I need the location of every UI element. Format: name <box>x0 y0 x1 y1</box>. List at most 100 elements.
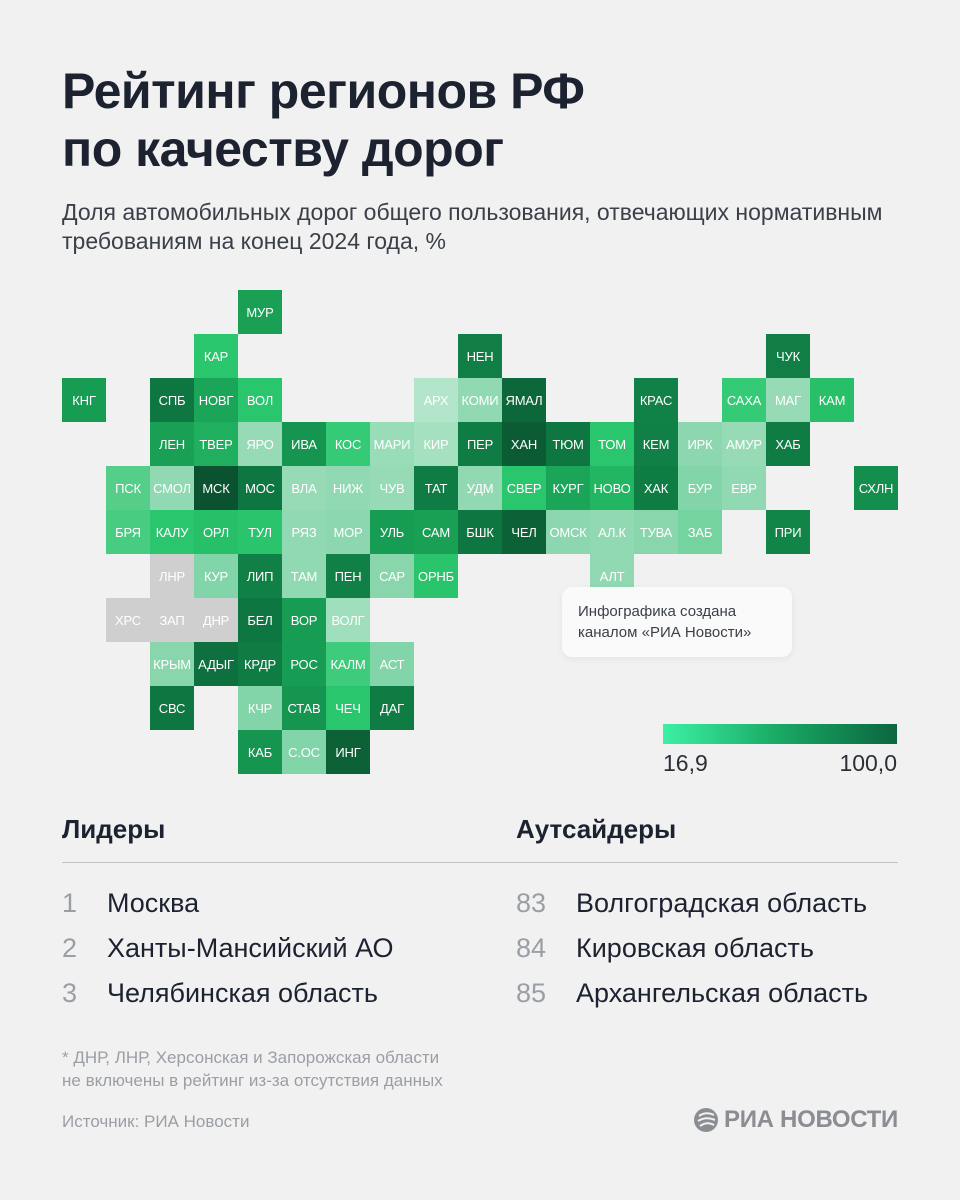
leaders-region-name: Москва <box>107 888 200 918</box>
logo-text: РИА НОВОСТИ <box>723 1106 898 1133</box>
footnote-line-1: * ДНР, ЛНР, Херсонская и Запорожская обл… <box>62 1048 440 1067</box>
region-tile: ОРНБ <box>414 554 458 598</box>
region-tile: ЛЕН <box>150 422 194 466</box>
region-tile: ХАК <box>634 466 678 510</box>
leaders-region-name: Челябинская область <box>107 978 378 1008</box>
region-tile: С.ОС <box>282 730 326 774</box>
region-tile: ВОЛГ <box>326 598 370 642</box>
region-tile: КАР <box>194 334 238 378</box>
region-tile: ПЕР <box>458 422 502 466</box>
region-tile: КРДР <box>238 642 282 686</box>
region-tile: НИЖ <box>326 466 370 510</box>
region-tile: СПБ <box>150 378 194 422</box>
region-tile: ВОР <box>282 598 326 642</box>
region-tile: ЧЕЛ <box>502 510 546 554</box>
divider <box>62 862 898 863</box>
region-tile: ОРЛ <box>194 510 238 554</box>
region-tile: ДАГ <box>370 686 414 730</box>
region-tile: АРХ <box>414 378 458 422</box>
region-tile: ЯРО <box>238 422 282 466</box>
region-tile: ТАТ <box>414 466 458 510</box>
region-tile: ИНГ <box>326 730 370 774</box>
region-tile: ПРИ <box>766 510 810 554</box>
leaders-rank-number: 3 <box>62 978 78 1008</box>
region-tile: АДЫГ <box>194 642 238 686</box>
credit-note-line-2: каналом «РИА Новости» <box>578 624 752 641</box>
region-tile: ЧЕЧ <box>326 686 370 730</box>
leaders-rank-number: 1 <box>62 888 78 918</box>
outsiders-heading: Аутсайдеры <box>516 814 677 844</box>
footnote-line-2: не включены в рейтинг из-за отсутствия д… <box>62 1071 443 1090</box>
tile-map: МУР КАР НЕН ЧУК КНГ СПБ НОВГ ВОЛ АРХ КОМИ ЯМАЛ КРАС… <box>62 290 898 774</box>
outsiders-rank-number: 84 <box>516 933 547 963</box>
outsiders-region-name: Архангельская область <box>576 978 869 1008</box>
legend-max-label: 100,0 <box>839 750 897 776</box>
region-tile: КОМИ <box>458 378 502 422</box>
region-tile: КИР <box>414 422 458 466</box>
region-tile: ТАМ <box>282 554 326 598</box>
region-tile: КНГ <box>62 378 106 422</box>
region-tile: АСТ <box>370 642 414 686</box>
region-tile: ЛНР <box>150 554 194 598</box>
leaders-region-name: Ханты-Мансийский АО <box>107 933 394 963</box>
region-tile: ЧУВ <box>370 466 414 510</box>
region-tile: ХРС <box>106 598 150 642</box>
region-tile: НОВО <box>590 466 634 510</box>
region-tile: ПСК <box>106 466 150 510</box>
subtitle: Доля автомобильных дорог общего пользова… <box>62 199 883 254</box>
region-tile: ВЛА <box>282 466 326 510</box>
source: Источник: РИА Новости <box>62 1112 250 1131</box>
region-tile: КОС <box>326 422 370 466</box>
region-tile: ТЮМ <box>546 422 590 466</box>
region-tile: МОС <box>238 466 282 510</box>
region-tile: ЯМАЛ <box>502 378 546 422</box>
outsiders-rank-number: 85 <box>516 978 547 1008</box>
region-tile: ТУВА <box>634 510 678 554</box>
region-tile: ЧУК <box>766 334 810 378</box>
region-tile: НОВГ <box>194 378 238 422</box>
region-tile: КАЛУ <box>150 510 194 554</box>
region-tile: ИВА <box>282 422 326 466</box>
outsiders-region-name: Кировская область <box>576 933 814 963</box>
region-tile: РЯЗ <box>282 510 326 554</box>
leaders-heading: Лидеры <box>62 814 166 844</box>
region-tile: КЕМ <box>634 422 678 466</box>
region-tile: КАМ <box>810 378 854 422</box>
region-tile: НЕН <box>458 334 502 378</box>
region-tile: МСК <box>194 466 238 510</box>
page-title: Рейтинг регионов РФ по качеству дорог <box>62 62 585 178</box>
region-tile: КАБ <box>238 730 282 774</box>
region-tile: СМОЛ <box>150 466 194 510</box>
credit-note: Инфографика создана каналом «РИА Новости… <box>562 587 792 657</box>
region-tile: РОС <box>282 642 326 686</box>
title-line-1: Рейтинг регионов РФ <box>62 63 585 119</box>
region-tile: АЛ.К <box>590 510 634 554</box>
region-tile: КУР <box>194 554 238 598</box>
title-line-2: по качеству дорог <box>62 121 504 177</box>
region-tile: ЛИП <box>238 554 282 598</box>
region-tile: САХА <box>722 378 766 422</box>
region-tile: БУР <box>678 466 722 510</box>
region-tile: ЕВР <box>722 466 766 510</box>
region-tile: ТУЛ <box>238 510 282 554</box>
footnote: * ДНР, ЛНР, Херсонская и Запорожская обл… <box>62 1046 443 1092</box>
legend-min-label: 16,9 <box>663 750 708 776</box>
region-tile: ИРК <box>678 422 722 466</box>
region-tile: САМ <box>414 510 458 554</box>
region-tile: ПЕН <box>326 554 370 598</box>
region-tile: КАЛМ <box>326 642 370 686</box>
region-tile: КУРГ <box>546 466 590 510</box>
region-tile: АМУР <box>722 422 766 466</box>
outsiders-rank-number: 83 <box>516 888 547 918</box>
region-tile: БШК <box>458 510 502 554</box>
region-tile: ДНР <box>194 598 238 642</box>
region-tile: ВОЛ <box>238 378 282 422</box>
region-tile: СВС <box>150 686 194 730</box>
region-tile: МОР <box>326 510 370 554</box>
region-tile: МАРИ <box>370 422 414 466</box>
region-tile: МАГ <box>766 378 810 422</box>
region-tile: ЗАП <box>150 598 194 642</box>
credit-note-line-1: Инфографика создана <box>578 603 737 620</box>
region-tile: БЕЛ <box>238 598 282 642</box>
region-tile: СТАВ <box>282 686 326 730</box>
